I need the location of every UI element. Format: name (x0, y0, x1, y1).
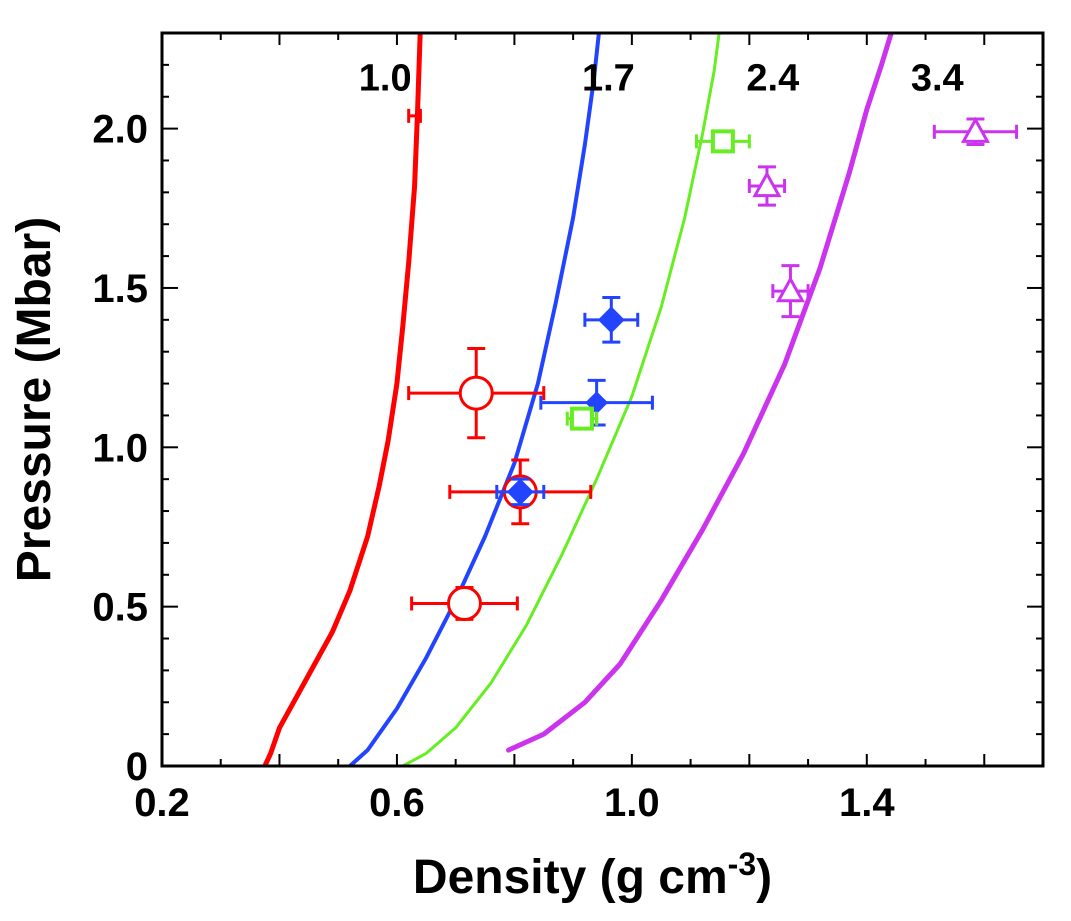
y-tick-label: 1.0 (92, 426, 148, 470)
triangle-marker (960, 116, 991, 143)
x-axis-title: Density (g cm-3) (413, 846, 772, 904)
x-tick-label: 0.6 (369, 781, 425, 825)
curve-label: 2.4 (746, 57, 799, 99)
point-1.7-diamond (495, 477, 546, 507)
ticks-layer (161, 32, 1044, 767)
plot-area-frame (160, 31, 1045, 768)
labels-layer: 0.2 0.6 1.0 1.4 0 0.5 1.0 1.5 2.0 1.0 1.7 2.4 3.4 (92, 57, 963, 825)
diamond-marker (506, 478, 534, 506)
point-1.0-circle (407, 347, 546, 440)
x-tick-label: 1.4 (839, 781, 895, 825)
diamond-marker (597, 306, 625, 334)
point-2.4-square (565, 406, 599, 431)
point-2.4-square (694, 129, 751, 154)
curve-label: 1.7 (582, 57, 635, 99)
x-tick-label: 1.0 (604, 781, 660, 825)
point-1.0-none (407, 108, 422, 123)
y-tick-label: 0.5 (92, 586, 148, 630)
curves-layer (262, 33, 894, 766)
square-marker (710, 129, 735, 154)
square-marker (569, 406, 594, 431)
y-tick-label: 0 (126, 745, 148, 789)
curve-1.7 (347, 33, 601, 766)
curve-label: 1.0 (359, 57, 412, 99)
point-3.4-triangle (771, 264, 810, 319)
points-layer (407, 108, 1019, 621)
point-3.4-triangle (747, 165, 787, 207)
curve-3.4 (506, 33, 894, 753)
triangle-marker (752, 170, 782, 198)
point-1.7-diamond (583, 296, 640, 344)
curve-1.0 (262, 33, 423, 766)
y-axis-title: Pressure (Mbar) (8, 217, 61, 582)
x-tick-label: 0.2 (134, 781, 190, 825)
y-tick-label: 1.5 (92, 267, 148, 311)
point-1.0-circle (410, 585, 519, 621)
y-tick-label: 2.0 (92, 108, 148, 152)
point-3.4-triangle (932, 116, 1019, 147)
triangle-marker (775, 276, 805, 303)
curve-label: 3.4 (911, 57, 964, 99)
circle-marker (446, 585, 482, 621)
curve-2.4 (401, 33, 721, 766)
circle-marker (458, 375, 494, 411)
